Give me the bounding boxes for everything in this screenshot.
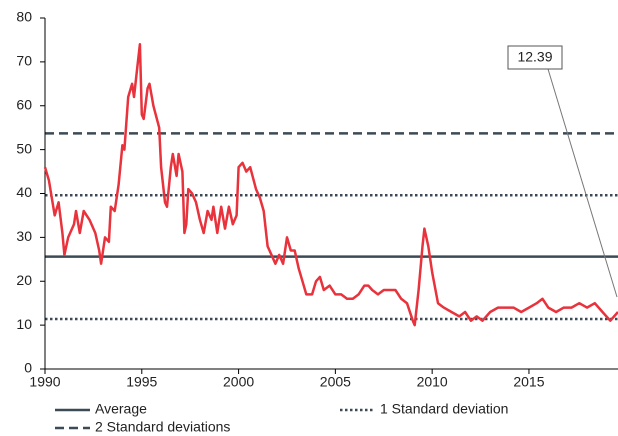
y-tick-label: 80 xyxy=(16,9,32,25)
legend-label: 1 Standard deviation xyxy=(380,401,508,417)
legend-label: Average xyxy=(95,401,147,417)
legend: Average 2 Standard deviations 1 Standard d… xyxy=(55,401,508,435)
annotation-box xyxy=(507,45,563,70)
y-tick-label: 20 xyxy=(16,272,32,288)
data-line xyxy=(43,43,618,327)
y-tick-label: 60 xyxy=(16,96,32,112)
y-tick-label: 0 xyxy=(24,360,32,376)
x-tick-label: 2005 xyxy=(320,374,351,390)
y-tick-label: 30 xyxy=(16,228,32,244)
x-tick-label: 2010 xyxy=(417,374,448,390)
legend-label: 2 Standard deviations xyxy=(95,419,230,435)
y-tick-label: 70 xyxy=(16,53,32,69)
annotation-leader xyxy=(547,68,618,298)
y-tick-label: 10 xyxy=(16,316,32,332)
x-tick-label: 2000 xyxy=(223,374,254,390)
annotation-text: 12.39 xyxy=(517,49,552,65)
x-tick-label: 1995 xyxy=(126,374,157,390)
x-tick-label: 2015 xyxy=(513,374,544,390)
y-tick-label: 40 xyxy=(16,184,32,200)
y-tick-label: 50 xyxy=(16,140,32,156)
x-tick-label: 1990 xyxy=(29,374,60,390)
